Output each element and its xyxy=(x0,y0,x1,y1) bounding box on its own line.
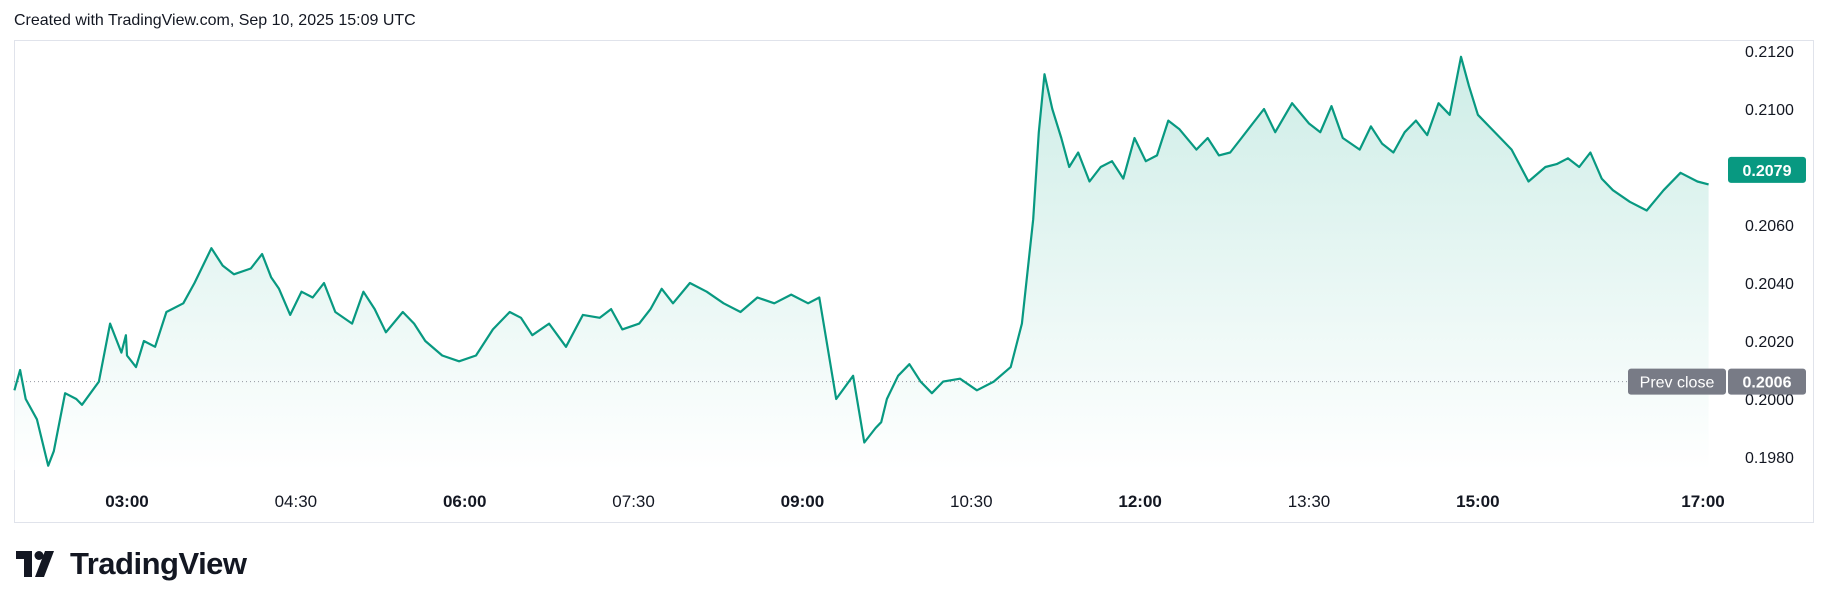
prev-close-label: Prev close xyxy=(1640,375,1715,392)
series-area-fill xyxy=(14,56,1709,471)
y-tick-label: 0.2000 xyxy=(1745,392,1794,409)
x-tick-label: 17:00 xyxy=(1681,492,1724,511)
prev-close-value-badge xyxy=(1728,368,1806,395)
y-tick-label: 0.1980 xyxy=(1745,450,1794,467)
x-tick-label: 06:00 xyxy=(443,492,486,511)
x-tick-label: 15:00 xyxy=(1456,492,1499,511)
last-price-badge xyxy=(1728,156,1806,183)
chart-frame xyxy=(14,40,1814,523)
axis-layer: 0.2120 0.2100 0.2060 0.2040 0.2020 0.2000 0.19… xyxy=(105,44,1794,511)
tradingview-logo-icon xyxy=(16,551,54,577)
x-tick-label: 12:00 xyxy=(1118,492,1161,511)
y-tick-label: 0.2020 xyxy=(1745,334,1794,351)
tradingview-logo[interactable]: TradingView xyxy=(16,546,247,582)
x-tick-label: 10:30 xyxy=(950,492,993,511)
y-tick-label: 0.2060 xyxy=(1745,218,1794,235)
price-line xyxy=(13,55,1709,467)
x-tick-label: 09:00 xyxy=(781,492,824,511)
plot-layer xyxy=(13,55,1718,471)
y-tick-label: 0.2100 xyxy=(1745,102,1794,119)
last-price-value: 0.2079 xyxy=(1743,163,1792,180)
x-tick-label: 03:00 xyxy=(105,492,148,511)
y-tick-label: 0.2120 xyxy=(1745,44,1794,61)
x-tick-label: 13:30 xyxy=(1288,492,1331,511)
prev-close-value: 0.2006 xyxy=(1743,375,1792,392)
tradingview-logo-text: TradingView xyxy=(70,546,247,581)
chart-caption: Created with TradingView.com, Sep 10, 20… xyxy=(14,12,416,29)
prev-close-label-badge xyxy=(1628,368,1726,395)
x-tick-label: 07:30 xyxy=(612,492,655,511)
x-tick-label: 04:30 xyxy=(275,492,318,511)
badge-layer: Prev close 0.2006 0.2079 xyxy=(1628,156,1806,395)
y-tick-label: 0.2040 xyxy=(1745,276,1794,293)
